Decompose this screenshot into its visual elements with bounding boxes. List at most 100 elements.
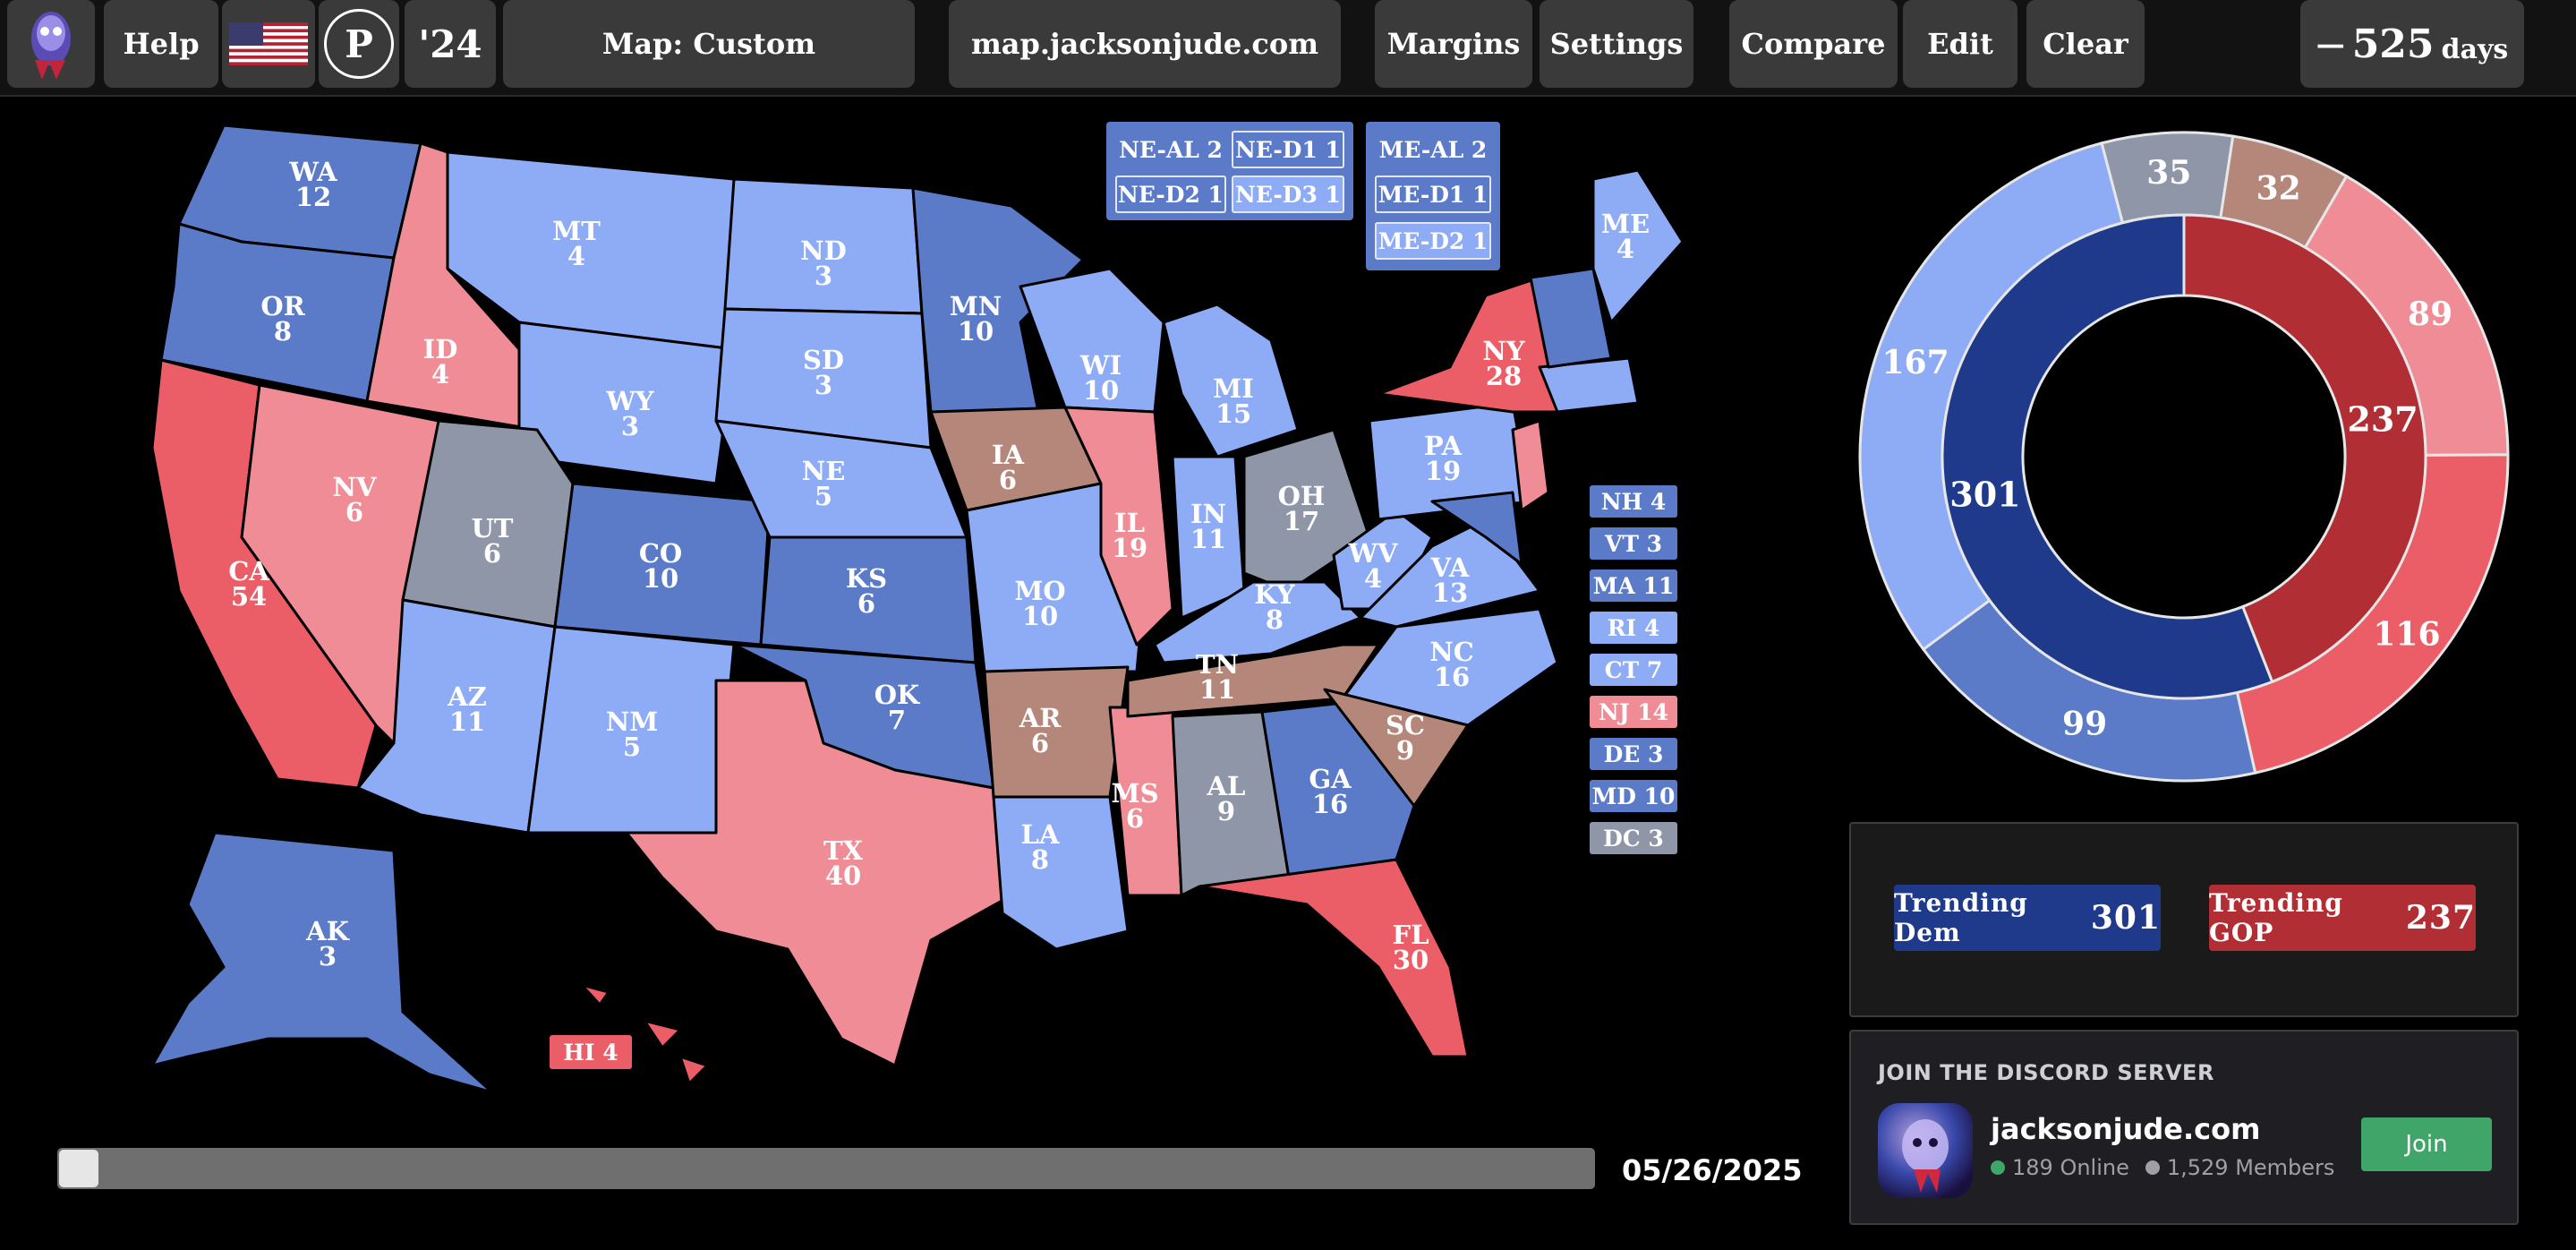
state-label-ny: NY [1482, 336, 1525, 366]
state-ev-wy: 3 [621, 411, 639, 441]
map-type-button[interactable]: Map: Custom [503, 0, 915, 88]
inner-ring-label-1: 301 [1949, 474, 2020, 514]
chip-md[interactable]: MD 10 [1590, 780, 1677, 812]
ne-d2-chip[interactable]: NE-D2 1 [1115, 176, 1226, 213]
inner-ring-slice-0[interactable] [2182, 213, 2427, 684]
state-ak[interactable] [150, 831, 494, 1094]
state-wi[interactable] [1019, 267, 1165, 414]
top-toolbar: Help P '24 Map: Custom map.jacksonjude.c… [0, 0, 2576, 97]
state-ga[interactable] [1260, 701, 1416, 879]
chip-hi[interactable]: HI 4 [550, 1035, 632, 1069]
state-la[interactable] [992, 795, 1130, 951]
state-ev-id: 4 [431, 359, 449, 390]
clear-button[interactable]: Clear [2026, 0, 2145, 88]
nebraska-districts-box: NE-AL 2 NE-D1 1 NE-D2 1 NE-D3 1 [1106, 122, 1353, 220]
state-fl[interactable] [1198, 858, 1470, 1058]
me-d1-chip[interactable]: ME-D1 1 [1375, 176, 1491, 213]
state-ev-ne: 5 [815, 481, 832, 511]
state-label-ks: KS [846, 563, 887, 594]
ne-d3-chip[interactable]: NE-D3 1 [1232, 176, 1344, 213]
state-ev-ar: 6 [1031, 728, 1049, 758]
state-me[interactable] [1591, 168, 1685, 324]
state-label-mn: MN [950, 291, 1002, 321]
chip-ma[interactable]: MA 11 [1590, 569, 1677, 602]
state-label-la: LA [1021, 819, 1060, 850]
outer-ring-label-0: 35 [2146, 154, 2191, 192]
chip-ri[interactable]: RI 4 [1590, 612, 1677, 644]
chip-nh[interactable]: NH 4 [1590, 485, 1677, 518]
state-ev-nv: 6 [345, 497, 363, 527]
state-label-ne: NE [802, 456, 846, 486]
us-flag-icon [229, 22, 308, 65]
inner-ring-slice-1[interactable] [1941, 213, 2274, 700]
state-tx[interactable] [625, 679, 1013, 1067]
chip-dc[interactable]: DC 3 [1590, 822, 1677, 854]
state-ev-ky: 8 [1266, 604, 1284, 635]
trending-dem-button[interactable]: Trending Dem 301 [1894, 885, 2161, 951]
me-al-chip[interactable]: ME-AL 2 [1375, 131, 1491, 168]
state-label-nm: NM [606, 706, 659, 737]
ne-al-chip[interactable]: NE-AL 2 [1115, 131, 1226, 168]
members-dot-icon [2145, 1160, 2160, 1175]
state-ev-nc: 16 [1434, 662, 1470, 692]
state-ev-tx: 40 [825, 860, 861, 891]
electoral-map: WA 12 OR 8 CA 54 ID 4 NV 6 MT 4 WY 3 UT 6 AZ 11 CO 10 NM 5 ND 3… [0, 98, 1826, 1200]
state-md[interactable] [1430, 491, 1523, 566]
chip-vt[interactable]: VT 3 [1590, 527, 1677, 560]
state-ev-tn: 11 [1199, 674, 1235, 705]
state-label-ga: GA [1309, 764, 1352, 794]
compare-button[interactable]: Compare [1729, 0, 1898, 88]
trending-gop-button[interactable]: Trending GOP 237 [2209, 885, 2476, 951]
chip-de[interactable]: DE 3 [1590, 738, 1677, 770]
trending-dem-label: Trending Dem [1894, 888, 2028, 947]
discord-server-name: jacksonjude.com [1991, 1112, 2261, 1146]
ne-d1-chip[interactable]: NE-D1 1 [1232, 131, 1344, 168]
state-il[interactable] [1063, 406, 1174, 646]
help-button[interactable]: Help [104, 0, 218, 88]
state-ev-il: 19 [1112, 533, 1147, 563]
state-nv[interactable] [240, 383, 440, 745]
discord-stats: 189 Online 1,529 Members [1991, 1155, 2334, 1180]
state-ev-oh: 17 [1284, 506, 1319, 536]
state-label-ms: MS [1111, 778, 1158, 809]
app-logo-button[interactable] [7, 0, 95, 88]
state-label-mt: MT [552, 216, 601, 246]
margins-button[interactable]: Margins [1375, 0, 1532, 88]
chip-ct[interactable]: CT 7 [1590, 654, 1677, 686]
days-unit: days [2441, 33, 2509, 65]
country-flag-button[interactable] [222, 0, 315, 88]
state-ny[interactable] [1377, 276, 1559, 414]
discord-widget: JOIN THE DISCORD SERVER jacksonjude.com … [1849, 1030, 2519, 1225]
settings-button[interactable]: Settings [1540, 0, 1693, 88]
state-label-nd: ND [800, 235, 847, 266]
state-tn[interactable] [1126, 643, 1380, 718]
edit-button[interactable]: Edit [1903, 0, 2017, 88]
state-label-mo: MO [1014, 576, 1065, 606]
outer-ring-label-2: 89 [2408, 295, 2452, 333]
state-mn[interactable] [911, 186, 1085, 414]
me-d2-chip[interactable]: ME-D2 1 [1375, 222, 1491, 260]
site-link-button[interactable]: map.jacksonjude.com [949, 0, 1341, 88]
outer-ring-label-5: 167 [1881, 344, 1949, 381]
state-mi[interactable] [1162, 303, 1300, 458]
state-vt-nh[interactable] [1529, 267, 1613, 369]
state-wy[interactable] [517, 321, 736, 485]
state-ev-al: 9 [1217, 796, 1235, 826]
presidential-mode-button[interactable]: P [319, 0, 399, 88]
p-circle-icon: P [324, 9, 394, 79]
ghost-avatar-icon [1902, 1119, 1949, 1193]
state-hi[interactable] [580, 983, 709, 1085]
state-ev-me: 4 [1616, 234, 1634, 264]
discord-join-button[interactable]: Join [2361, 1117, 2492, 1171]
date-slider[interactable] [57, 1148, 1595, 1189]
state-ev-ks: 6 [857, 588, 875, 619]
state-nj[interactable] [1511, 419, 1550, 512]
state-sc[interactable] [1323, 688, 1470, 808]
year-button[interactable]: '24 [405, 0, 496, 88]
state-label-or: OR [260, 291, 305, 321]
state-label-tx: TX [823, 835, 864, 866]
date-slider-handle[interactable] [59, 1150, 98, 1187]
days-countdown: — 525 days [2300, 0, 2524, 88]
state-label-az: AZ [447, 681, 487, 712]
chip-nj[interactable]: NJ 14 [1590, 696, 1677, 728]
